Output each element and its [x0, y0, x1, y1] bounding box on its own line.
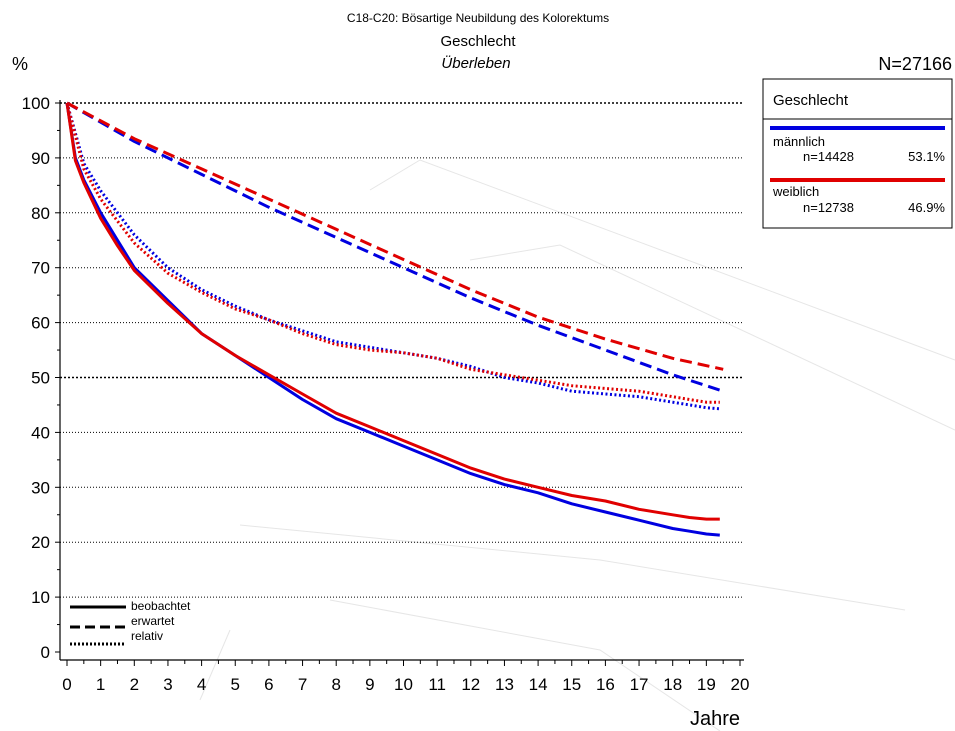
- watermark: [199, 159, 955, 731]
- y-tick-label: 0: [41, 643, 50, 662]
- x-tick-label: 9: [365, 675, 374, 694]
- x-tick-label: 4: [197, 675, 206, 694]
- legend-n-maennlich: n=14428: [803, 149, 854, 164]
- legend-name-weiblich: weiblich: [772, 184, 819, 199]
- legend-name-maennlich: männlich: [773, 134, 825, 149]
- y-tick-label: 30: [31, 478, 50, 497]
- x-tick-label: 7: [298, 675, 307, 694]
- x-tick-label: 19: [697, 675, 716, 694]
- x-tick-label: 20: [731, 675, 750, 694]
- series-line-maennlich-relativ: [65, 102, 720, 411]
- chart-subtitle: Geschlecht: [440, 33, 516, 50]
- series-line-maennlich-erwartet: [66, 101, 724, 393]
- style-legend: beobachtet erwartet relativ: [70, 599, 191, 646]
- y-tick-labels: 0 10 20 30 40 50 60 70 80 90 100: [22, 94, 50, 662]
- x-tick-label: 15: [562, 675, 581, 694]
- legend-frame: [762, 78, 953, 229]
- style-label-beobachtet: beobachtet: [131, 599, 191, 613]
- x-tick-label: 11: [428, 675, 446, 694]
- grid: [60, 102, 744, 598]
- legend-title: Geschlecht: [773, 92, 849, 109]
- chart-title: C18-C20: Bösartige Neubildung des Kolore…: [347, 11, 609, 25]
- x-tick-label: 13: [495, 675, 514, 694]
- y-tick-label: 100: [22, 94, 50, 113]
- x-tick-label: 17: [630, 675, 649, 694]
- x-tick-label: 3: [163, 675, 172, 694]
- y-tick-label: 10: [31, 588, 50, 607]
- x-axis-label: Jahre: [690, 708, 740, 730]
- legend: Geschlecht männlich n=14428 53.1% weibli…: [762, 78, 953, 229]
- chart-subsubtitle: Überleben: [441, 54, 510, 72]
- x-tick-labels: 0 1 2 3 4 5 6 7 8 9 10 11 12 13 14 15 16 17 18 19 20: [62, 675, 749, 694]
- legend-pct-maennlich: 53.1%: [908, 149, 945, 164]
- x-tick-label: 14: [529, 675, 548, 694]
- x-tick-label: 18: [663, 675, 682, 694]
- ticks: [55, 102, 741, 666]
- series-line-weiblich-beobachtet: [65, 102, 720, 521]
- x-tick-label: 6: [264, 675, 273, 694]
- x-tick-label: 8: [331, 675, 340, 694]
- y-tick-label: 80: [31, 204, 50, 223]
- x-tick-label: 5: [231, 675, 240, 694]
- y-tick-label: 70: [31, 259, 50, 278]
- y-tick-label: 50: [31, 369, 50, 388]
- y-axis-label: %: [12, 54, 28, 74]
- y-tick-label: 40: [31, 423, 50, 442]
- x-tick-label: 10: [394, 675, 413, 694]
- series-line-maennlich-beobachtet: [65, 102, 720, 537]
- n-total: N=27166: [878, 54, 952, 74]
- x-tick-label: 1: [96, 675, 105, 694]
- x-tick-label: 16: [596, 675, 615, 694]
- axes: [59, 100, 744, 661]
- y-tick-label: 20: [31, 533, 50, 552]
- legend-n-weiblich: n=12738: [803, 200, 854, 215]
- style-label-erwartet: erwartet: [131, 614, 175, 628]
- y-tick-label: 90: [31, 149, 50, 168]
- x-tick-label: 2: [130, 675, 139, 694]
- style-label-relativ: relativ: [131, 629, 163, 643]
- y-tick-label: 60: [31, 314, 50, 333]
- series-line-weiblich-erwartet: [66, 101, 724, 371]
- series-line-weiblich-relativ: [65, 102, 720, 404]
- legend-pct-weiblich: 46.9%: [908, 200, 945, 215]
- x-tick-label: 12: [461, 675, 480, 694]
- x-tick-label: 0: [62, 675, 71, 694]
- series-group: [65, 101, 724, 537]
